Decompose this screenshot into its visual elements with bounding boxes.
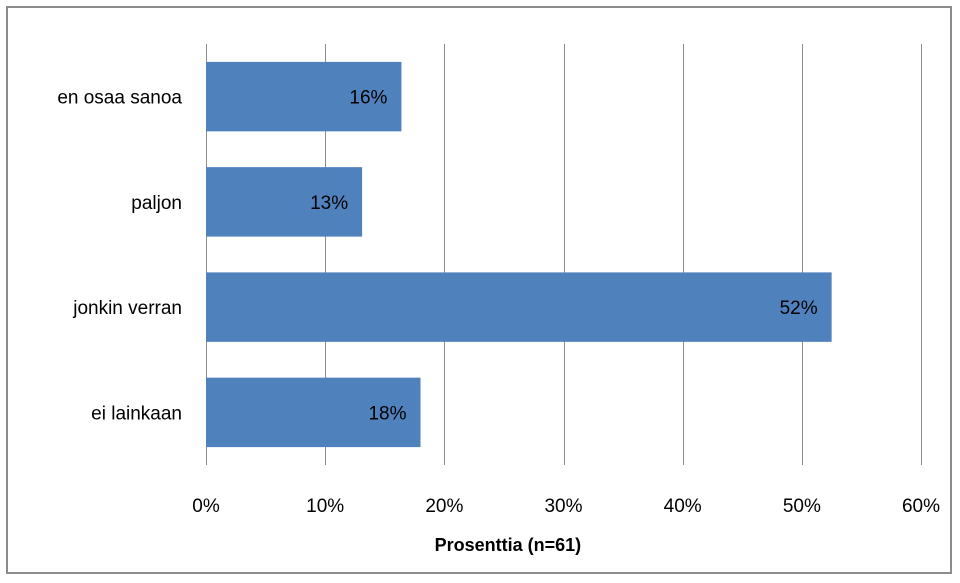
category-label: ei lainkaan <box>91 403 182 424</box>
bars: 16% 13% 52% 18% <box>206 61 832 448</box>
x-tick-label: 60% <box>902 496 940 517</box>
bar-data-label: 52% <box>780 298 818 319</box>
x-tick-label: 20% <box>425 496 463 517</box>
bar-data-label: 13% <box>310 193 348 214</box>
x-tick-labels: 0% 10% 20% 30% 40% 50% 60% <box>192 496 940 517</box>
bar-data-label: 16% <box>349 88 387 109</box>
category-label: paljon <box>131 193 182 214</box>
x-tick-label: 40% <box>664 496 702 517</box>
category-labels: en osaa sanoa paljon jonkin verran ei laink… <box>57 88 182 425</box>
category-label: jonkin verran <box>72 298 182 319</box>
x-tick-label: 0% <box>192 496 220 517</box>
x-axis-title: Prosenttia (n=61) <box>435 535 582 555</box>
bar <box>206 61 402 132</box>
x-tick-label: 50% <box>783 496 821 517</box>
x-tick-label: 30% <box>544 496 582 517</box>
bar-data-label: 18% <box>368 403 406 424</box>
bar <box>206 377 421 448</box>
bar <box>206 272 832 342</box>
category-label: en osaa sanoa <box>57 88 182 109</box>
x-tick-label: 10% <box>306 496 344 517</box>
bar <box>206 167 363 237</box>
